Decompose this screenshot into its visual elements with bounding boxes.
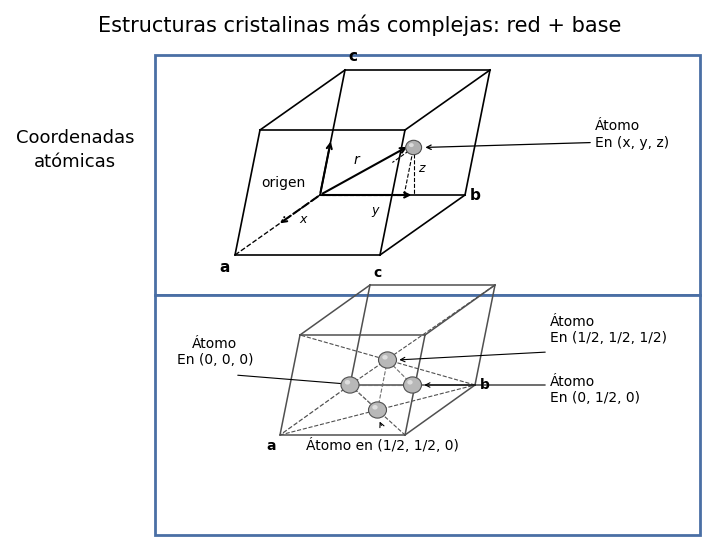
Text: Átomo en (1/2, 1/2, 0): Átomo en (1/2, 1/2, 0): [306, 438, 459, 453]
Text: Átomo
En (x, y, z): Átomo En (x, y, z): [595, 119, 669, 150]
Ellipse shape: [379, 352, 397, 368]
Text: c: c: [348, 49, 357, 64]
Ellipse shape: [341, 377, 359, 393]
Ellipse shape: [409, 143, 414, 147]
Text: y: y: [372, 204, 379, 217]
Text: Estructuras cristalinas más complejas: red + base: Estructuras cristalinas más complejas: r…: [99, 15, 621, 37]
Ellipse shape: [405, 140, 422, 154]
Ellipse shape: [408, 380, 413, 384]
Text: a: a: [266, 439, 276, 453]
Ellipse shape: [382, 355, 387, 360]
Ellipse shape: [403, 377, 421, 393]
Bar: [155, 295, 700, 535]
Text: Coordenadas
atómicas: Coordenadas atómicas: [16, 129, 134, 171]
Ellipse shape: [372, 405, 378, 409]
Ellipse shape: [345, 380, 350, 384]
Text: Átomo
En (0, 0, 0): Átomo En (0, 0, 0): [176, 337, 253, 367]
Text: a: a: [220, 260, 230, 275]
Text: c: c: [373, 266, 382, 280]
Text: Átomo
En (1/2, 1/2, 1/2): Átomo En (1/2, 1/2, 1/2): [550, 315, 667, 345]
Ellipse shape: [369, 402, 387, 418]
Bar: [155, 55, 700, 295]
Text: z: z: [418, 161, 424, 174]
Text: b: b: [480, 378, 490, 392]
Text: r: r: [353, 153, 359, 167]
Text: origen: origen: [261, 176, 305, 190]
Text: b: b: [470, 187, 481, 202]
Text: Átomo
En (0, 1/2, 0): Átomo En (0, 1/2, 0): [550, 375, 640, 405]
Text: x: x: [300, 213, 307, 226]
